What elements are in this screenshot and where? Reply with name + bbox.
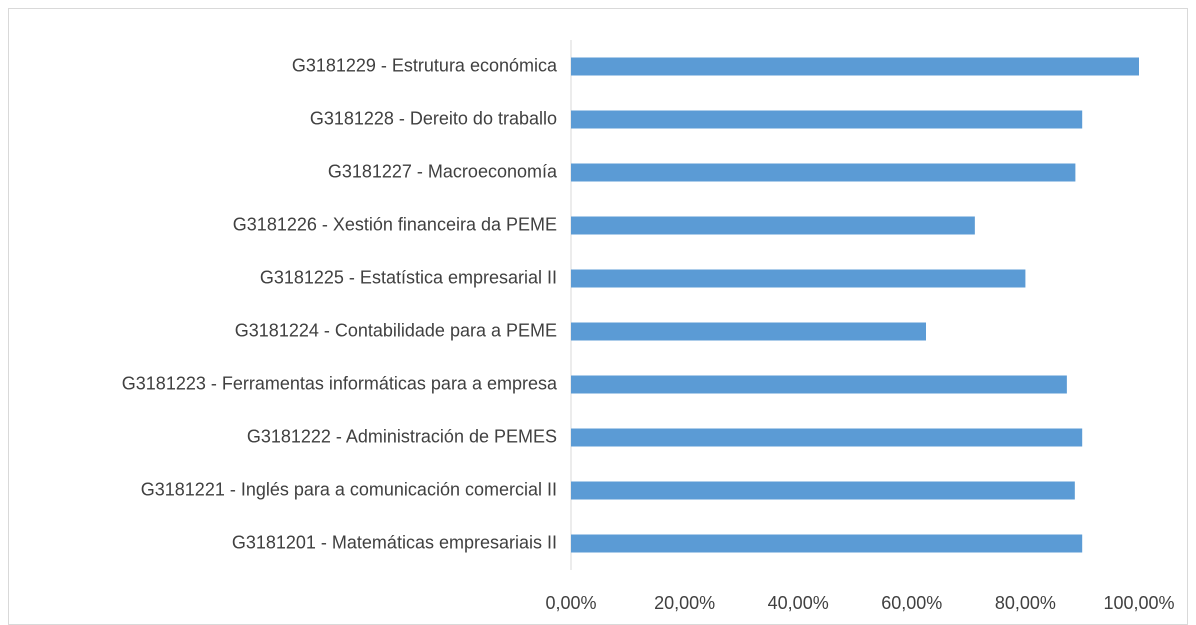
y-tick-label: G3181225 - Estatística empresarial II <box>260 267 557 287</box>
bar <box>571 216 975 235</box>
bar <box>571 269 1026 288</box>
x-tick-label: 0,00% <box>545 593 596 613</box>
y-tick-label: G3181224 - Contabilidade para a PEME <box>235 320 557 340</box>
x-tick-label: 20,00% <box>654 593 715 613</box>
bar <box>571 163 1076 182</box>
bar <box>571 322 926 341</box>
x-tick-label: 100,00% <box>1103 593 1174 613</box>
y-tick-label: G3181228 - Dereito do traballo <box>310 108 557 128</box>
bar <box>571 57 1139 76</box>
y-tick-label: G3181223 - Ferramentas informáticas para… <box>122 373 558 393</box>
y-tick-label: G3181222 - Administración de PEMES <box>247 426 557 446</box>
chart-frame <box>8 8 1188 625</box>
bar <box>571 110 1083 129</box>
y-tick-label: G3181226 - Xestión financeira da PEME <box>233 214 557 234</box>
y-tick-label: G3181221 - Inglés para a comunicación co… <box>141 479 557 499</box>
bar <box>571 428 1083 447</box>
bar <box>571 481 1075 500</box>
bar <box>571 375 1067 394</box>
bar <box>571 534 1083 553</box>
y-tick-label: G3181227 - Macroeconomía <box>328 161 558 181</box>
y-tick-label: G3181229 - Estrutura económica <box>292 55 558 75</box>
y-tick-label: G3181201 - Matemáticas empresariais II <box>232 532 557 552</box>
x-tick-label: 80,00% <box>995 593 1056 613</box>
x-tick-label: 60,00% <box>881 593 942 613</box>
x-tick-label: 40,00% <box>768 593 829 613</box>
